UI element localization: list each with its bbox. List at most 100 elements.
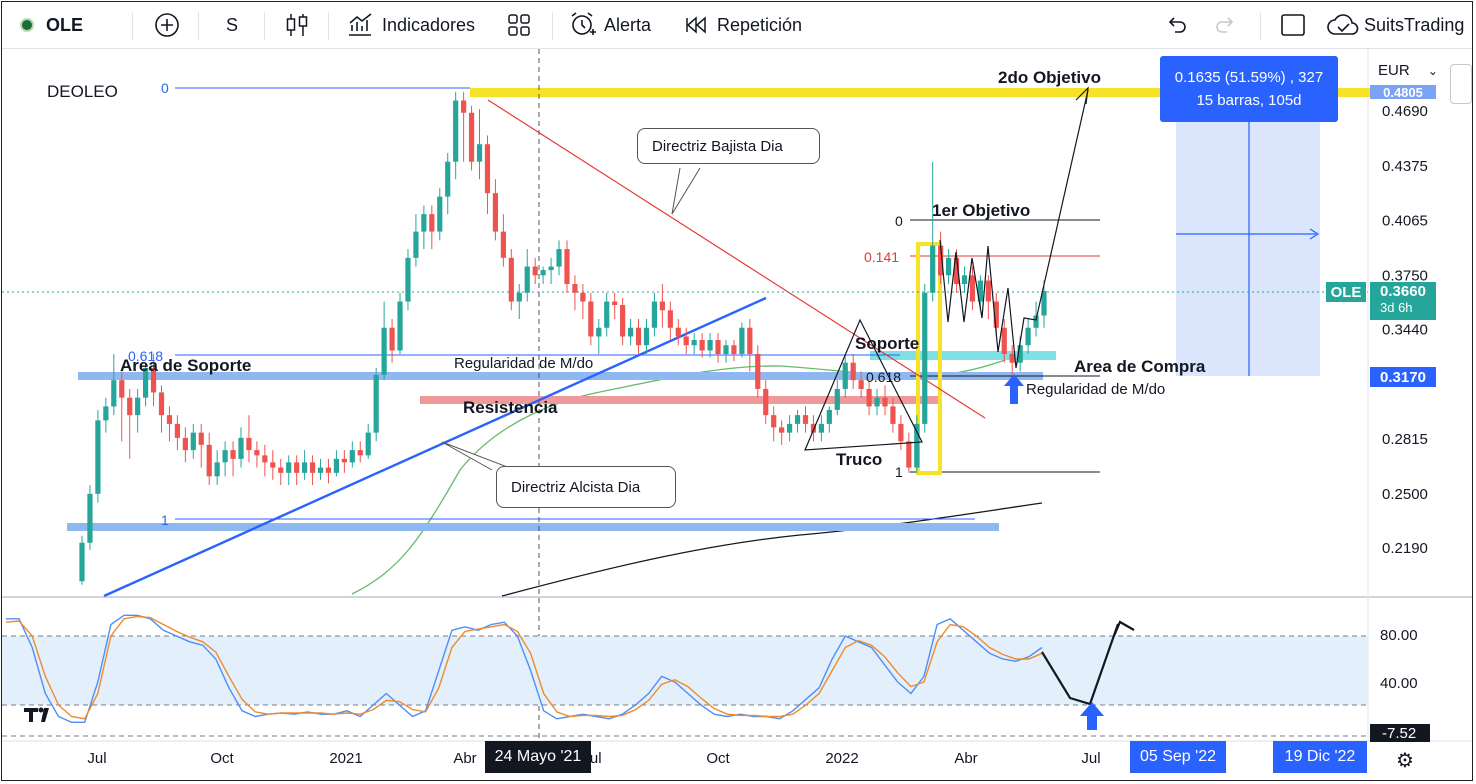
bearish-trendline <box>487 99 986 419</box>
candle-body <box>222 450 228 463</box>
price-scale[interactable]: 0.2190 0.2500 0.2815 0.3440 0.3750 0.4065 0.43… <box>1382 103 1428 557</box>
candle-body <box>938 245 944 276</box>
stoch-tick-40: 40.00 <box>1380 675 1418 692</box>
layouts-button[interactable] <box>507 2 531 48</box>
compare-button[interactable] <box>153 2 181 48</box>
support-area-label: Area de Soporte <box>120 356 251 375</box>
candle-body <box>206 444 212 477</box>
candle-body <box>325 467 332 473</box>
triangle-pattern <box>804 318 923 451</box>
candle-body <box>508 257 514 302</box>
currency-label: EUR <box>1378 62 1410 79</box>
candle-body <box>548 266 554 271</box>
candle-body <box>158 392 165 416</box>
redo-button[interactable] <box>1214 2 1238 48</box>
candle-body <box>1025 327 1031 346</box>
candle-body <box>476 144 483 162</box>
symbol-selector[interactable]: OLE <box>20 2 83 48</box>
candle-body <box>580 292 586 302</box>
candle-body <box>826 409 832 424</box>
measure-info-box[interactable]: 0.1635 (51.59%) , 327 15 barras, 105d <box>1160 56 1338 122</box>
candle-body <box>620 305 626 337</box>
candle-body <box>119 380 125 398</box>
candle-body <box>278 467 284 473</box>
fib-left-0-label: 0 <box>161 80 169 96</box>
candle-body <box>1009 353 1015 363</box>
candle-body <box>739 327 745 354</box>
candle-body <box>357 450 363 456</box>
candle-body <box>906 441 912 468</box>
replay-button[interactable]: Repetición <box>685 2 802 48</box>
settings-gear-icon[interactable]: ⚙ <box>1396 750 1414 772</box>
candle-body <box>198 432 204 445</box>
fullscreen-icon <box>1281 14 1305 36</box>
bearish-trend-callout[interactable]: Directriz Bajista Dia <box>637 128 820 164</box>
fib-right-0618-label: 0.618 <box>866 369 901 385</box>
cloud-save-icon <box>1327 14 1359 35</box>
measure-arrow-icon <box>1309 228 1320 240</box>
candle-body <box>150 367 157 393</box>
candle-body <box>190 432 196 451</box>
indicators-icon <box>349 13 372 36</box>
candle-body <box>723 345 729 354</box>
undo-button[interactable] <box>1164 2 1188 48</box>
stoch-band <box>2 636 1368 705</box>
candle-body <box>461 100 467 113</box>
candle-body <box>802 415 809 424</box>
fullscreen-button[interactable] <box>1280 2 1306 48</box>
candle-body <box>969 275 976 302</box>
candle-body <box>302 462 308 473</box>
ticker-tag: OLE <box>1326 282 1366 302</box>
target-price-tag: 0.4805 <box>1370 85 1436 100</box>
candle-body <box>810 423 817 433</box>
time-tick: 2021 <box>329 750 363 767</box>
resistance-band <box>420 396 938 404</box>
crosshair-date-tag: 24 Mayo '21 <box>485 741 591 773</box>
interval-label: S <box>226 14 239 35</box>
candle-body <box>413 231 419 258</box>
candle-body <box>341 458 347 463</box>
candle-body <box>1041 291 1047 316</box>
fib-right-0-label: 0 <box>895 213 903 229</box>
last-price-value: 0.3660 <box>1380 283 1426 300</box>
interval-button[interactable]: S <box>226 2 238 48</box>
indicators-button[interactable]: Indicadores <box>346 2 475 48</box>
scroll-handle[interactable] <box>1450 64 1472 104</box>
ma-black-line <box>501 502 1043 597</box>
candle-body <box>771 415 777 428</box>
tradingview-logo-icon <box>24 707 49 722</box>
price-tick: 0.2815 <box>1382 431 1428 448</box>
candle-body <box>930 245 936 293</box>
candle-body <box>667 310 673 328</box>
chart-type-button[interactable] <box>284 2 310 48</box>
buy-arrow-icon <box>1004 374 1024 404</box>
indicators-label: Indicadores <box>382 14 476 35</box>
candle-body <box>468 112 475 162</box>
level-tag: 0.3170 <box>1370 367 1436 387</box>
candle-body <box>492 193 499 232</box>
stoch-k-line <box>6 614 1043 723</box>
candle-body <box>294 462 300 473</box>
time-tick: Abr <box>954 750 978 767</box>
candle-body <box>715 339 721 354</box>
candle-body <box>1017 345 1023 363</box>
date-tag-2: 19 Dic '22 <box>1273 741 1367 773</box>
candle-body <box>286 462 292 473</box>
candle-body <box>627 327 634 337</box>
alert-button[interactable]: Alerta <box>568 2 651 48</box>
instrument-name: DEOLEO <box>47 82 118 101</box>
bajista-pointer <box>671 167 701 215</box>
add-compare-icon <box>155 13 179 37</box>
target-1-label: 1er Objetivo <box>932 201 1030 220</box>
candle-body <box>874 397 880 407</box>
candle-body <box>612 301 618 306</box>
zigzag-path <box>939 89 1089 369</box>
save-layout-button[interactable]: SuitsTrading <box>1326 2 1464 48</box>
stoch-scale: 80.00 40.00 <box>1380 627 1418 692</box>
currency-selector[interactable]: EUR ⌄ <box>1378 62 1438 79</box>
bullish-trend-callout[interactable]: Directriz Alcista Dia <box>496 466 676 508</box>
stoch-min-text: -7.52 <box>1382 725 1416 742</box>
candle-body <box>111 380 117 407</box>
